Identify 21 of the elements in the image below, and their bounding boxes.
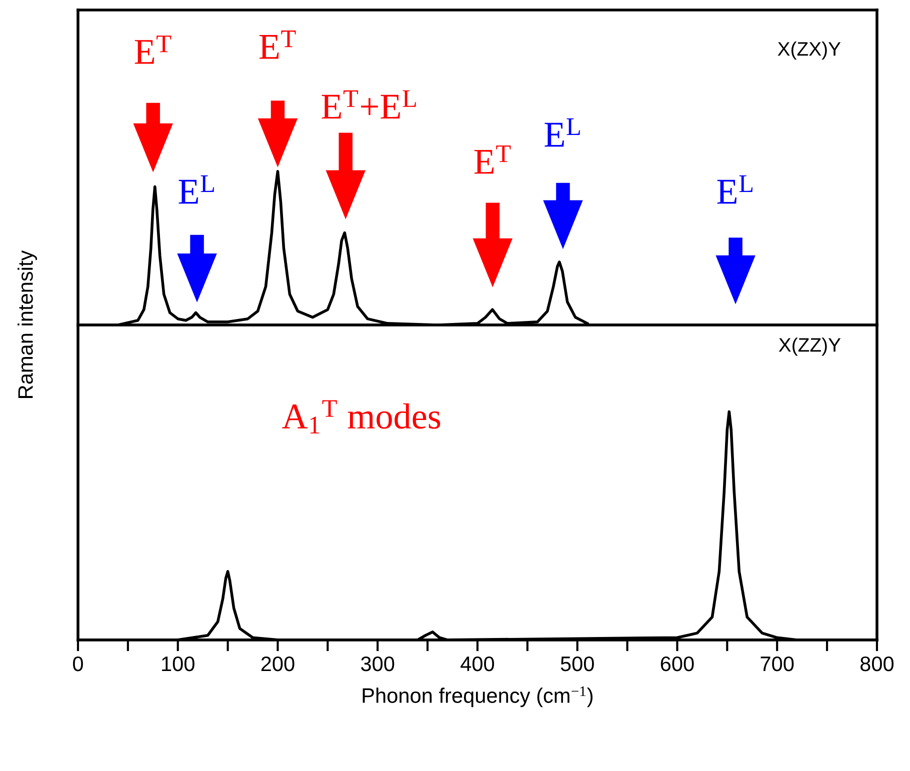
x-tick-label: 700 bbox=[760, 656, 794, 672]
annotation: E$^{L}$ bbox=[178, 175, 214, 204]
annotation: E$^{T}$ bbox=[474, 145, 511, 174]
x-tick-label: 600 bbox=[660, 656, 694, 672]
annotation: E$^{L}$ bbox=[717, 175, 752, 204]
text: E$^{T}$ bbox=[259, 30, 296, 59]
text: E$^{L}$ bbox=[544, 118, 580, 147]
y-axis-title: Raman intensity bbox=[18, 250, 38, 398]
text: E$^{T}$ bbox=[134, 36, 172, 64]
annotation: A$_{1}$$^{T}$ modes bbox=[282, 400, 440, 434]
x-axis-title: Phonon frequency (cm$^{−1}$) bbox=[362, 686, 593, 708]
x-tick-label: 500 bbox=[560, 656, 594, 672]
x-tick-label: 300 bbox=[361, 656, 394, 672]
x-tick-label: 800 bbox=[860, 656, 894, 672]
chart-title: X(ZX)Y bbox=[778, 42, 841, 60]
x-tick-label: 200 bbox=[261, 656, 294, 672]
x-tick-label: 100 bbox=[162, 656, 194, 672]
chart-title: X(ZZ)Y bbox=[778, 338, 841, 356]
x-tick-label: 0 bbox=[73, 656, 83, 672]
x-tick-label: 400 bbox=[460, 656, 494, 672]
text: E$^{T}$+E$^{L}$ bbox=[322, 90, 416, 119]
